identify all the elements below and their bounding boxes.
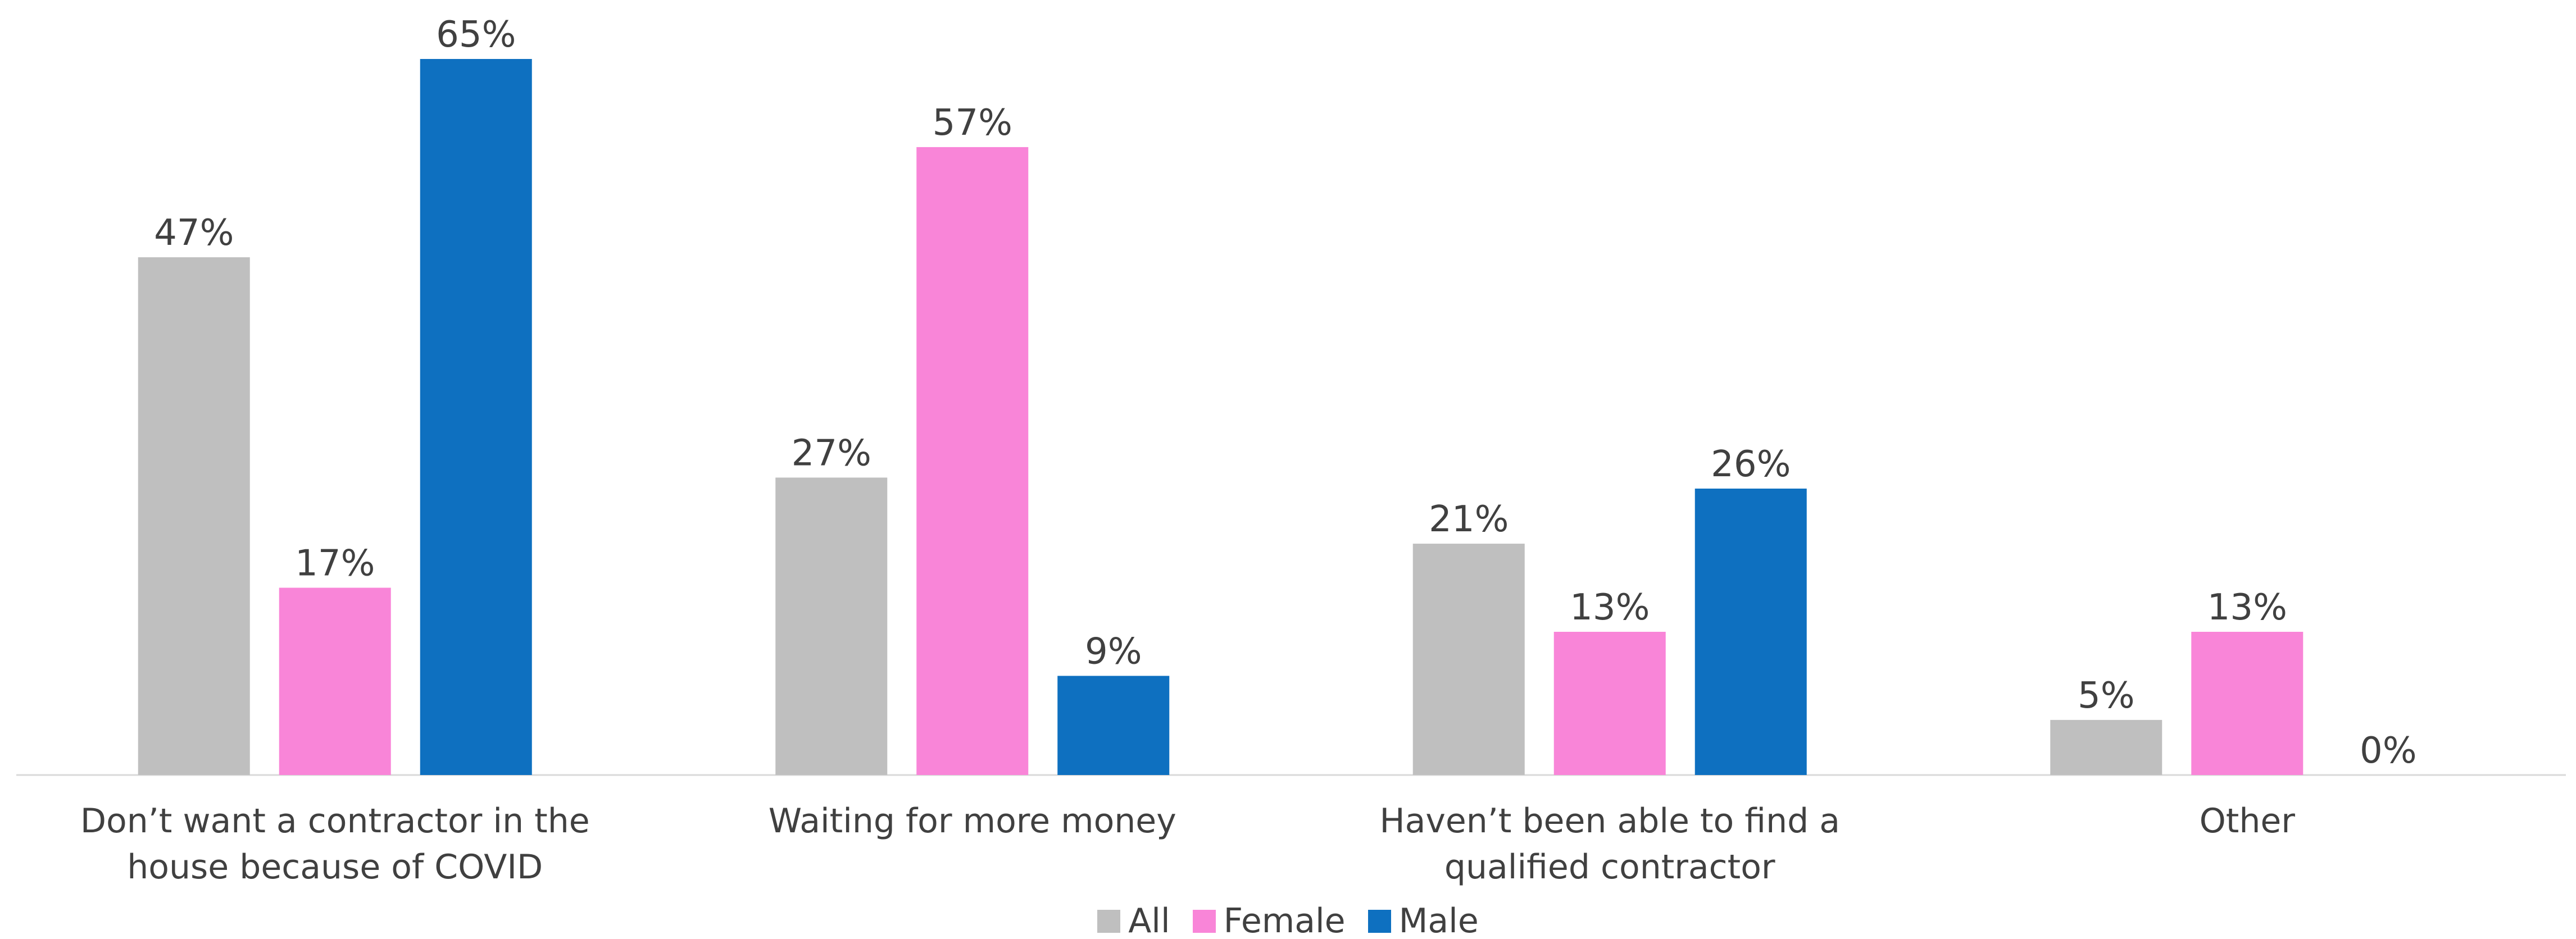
bar [138, 257, 250, 776]
legend-swatch [1097, 909, 1121, 933]
legend-item: Female [1192, 901, 1346, 939]
bar [279, 587, 391, 775]
data-label: 65% [436, 14, 516, 56]
bar [1057, 676, 1170, 775]
data-label: 9% [1085, 631, 1142, 672]
bar [916, 147, 1029, 775]
x-tick-label: Don’t want a contractor in the house bec… [80, 801, 590, 887]
data-label: 27% [792, 432, 871, 474]
data-label: 5% [2078, 675, 2135, 717]
data-label: 13% [2207, 587, 2287, 628]
data-label: 26% [1711, 444, 1791, 485]
legend-label: Female [1223, 901, 1346, 939]
bar [2191, 632, 2304, 775]
legend-item: Male [1367, 901, 1479, 939]
legend: All Female Male [0, 901, 2576, 939]
bar [2050, 719, 2162, 775]
legend-swatch [1192, 909, 1216, 933]
legend-item: All [1097, 901, 1170, 939]
data-label: 17% [295, 543, 375, 585]
data-label: 57% [933, 102, 1012, 144]
legend-swatch [1367, 909, 1391, 933]
bar [1412, 544, 1525, 775]
x-tick-label: Waiting for more money [768, 801, 1176, 841]
legend-label: All [1128, 901, 1170, 939]
data-label: 21% [1429, 499, 1509, 540]
bar [1694, 489, 1807, 775]
bar [1553, 632, 1666, 775]
bar [775, 477, 888, 775]
x-tick-label: Haven’t been able to find a qualified co… [1379, 801, 1841, 887]
legend-label: Male [1398, 901, 1479, 939]
data-label: 13% [1570, 587, 1650, 628]
data-label: 47% [154, 212, 234, 254]
x-tick-label: Other [2199, 801, 2295, 841]
data-label: 0% [2360, 730, 2417, 772]
bar [420, 59, 532, 775]
